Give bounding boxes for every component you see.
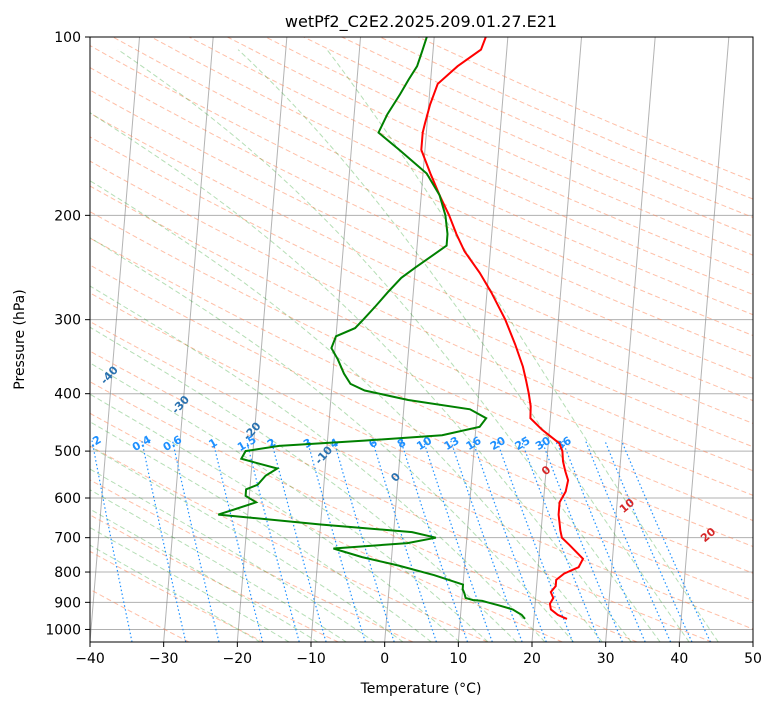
moist-adiabat-line [90,237,574,642]
mixing-ratio-line [541,440,623,642]
moist-adiabat-line [90,468,376,642]
moist-adiabat-line [90,326,517,642]
mixing-ratio-line [91,440,133,642]
dry-adiabat-line [90,550,264,642]
moist-adiabat-line [117,49,661,642]
mixing-ratio-line [306,440,366,642]
moist-adiabat-line [90,508,319,642]
plot-frame [89,36,754,643]
y-tick-label: 500 [54,444,81,460]
moist-adiabat-line [90,180,603,642]
x-tick-label: −30 [149,651,179,667]
x-tick-label: −20 [223,651,253,667]
x-tick-label: 50 [744,651,762,667]
temperature-profile-line [420,37,585,620]
isotherm-line [163,37,214,642]
isotherm-line [236,37,288,642]
moist-adiabat-line [90,421,432,642]
dry-adiabat-line [90,211,753,522]
chart-title: wetPf2_C2E2.2025.209.01.27.E21 [285,12,557,32]
mixing-ratio-line [212,440,264,642]
x-tick-label: 0 [380,651,389,667]
plot-area: -100-90-80-70-60-50-40-30-20-1000.10.20.… [90,37,753,642]
dry-adiabat-line [188,37,753,296]
dry-adiabat-line [90,321,753,630]
dry-adiabats [90,37,753,642]
mixing-ratio-line [561,440,646,642]
y-tick-label: 900 [54,595,81,611]
y-tick-label: 400 [54,387,81,403]
dry-adiabat-line [90,45,753,358]
y-tick-label: 800 [54,565,81,581]
mixing-ratio-line [141,440,187,642]
dry-adiabat-line [90,292,753,602]
y-tick-label: 600 [54,491,81,507]
isotherm-line [457,37,509,642]
moist-adiabat-line [90,526,290,642]
y-tick-label: 200 [54,208,81,224]
y-axis-ticks: 100 200 300 400 500 600 700 800 900 1000 [45,30,90,638]
x-axis-label: Temperature (°C) [360,681,482,697]
moist-adiabat-line [90,445,404,642]
y-tick-label: 100 [54,30,81,46]
mixing-ratio-lines [91,440,711,642]
dry-adiabat-line [150,37,753,316]
isobar-grid [90,37,753,630]
x-tick-label: 30 [597,651,615,667]
mixing-ratio-line [604,440,693,642]
dry-adiabat-line [90,381,638,642]
y-tick-label: 300 [54,313,81,329]
mixing-ratio-line [246,440,300,642]
mixing-ratio-line [171,440,220,642]
mixing-ratio-line [270,440,327,642]
mixing-ratio-line [333,440,395,642]
dry-adiabat-line [90,479,414,642]
x-axis-ticks: −40 −30 −20 −10 0 10 20 30 40 50 [75,642,762,667]
isotherm-line [605,37,656,642]
dry-adiabat-line [90,185,753,496]
x-tick-label: 10 [449,651,467,667]
dry-adiabat-line [90,160,753,472]
x-tick-label: −10 [296,651,326,667]
isotherm-line [90,37,141,642]
moist-adiabat-line [90,544,261,642]
x-tick-label: −40 [75,651,105,667]
mixing-ratio-line [584,440,672,642]
y-tick-label: 700 [54,531,81,547]
dry-adiabat-line [112,37,753,337]
dewpoint-profile-line [217,37,526,620]
x-tick-label: 20 [523,651,541,667]
isotherm-line [678,37,730,642]
x-tick-label: 40 [670,651,688,667]
dry-adiabat-line [90,412,563,642]
y-tick-label: 1000 [45,622,81,638]
isotherm-line [384,37,435,642]
dry-adiabat-line [90,237,753,548]
mixing-ratio-line [472,440,547,642]
dry-adiabat-line [90,588,190,642]
dry-adiabat-line [90,67,753,379]
moist-adiabat-line [90,285,546,642]
moist-adiabat-line [90,112,632,642]
moist-adiabat-line [90,362,489,642]
y-axis-label: Pressure (hPa) [12,289,28,389]
moist-adiabat-line [237,49,690,642]
mixing-ratio-line [450,440,523,642]
